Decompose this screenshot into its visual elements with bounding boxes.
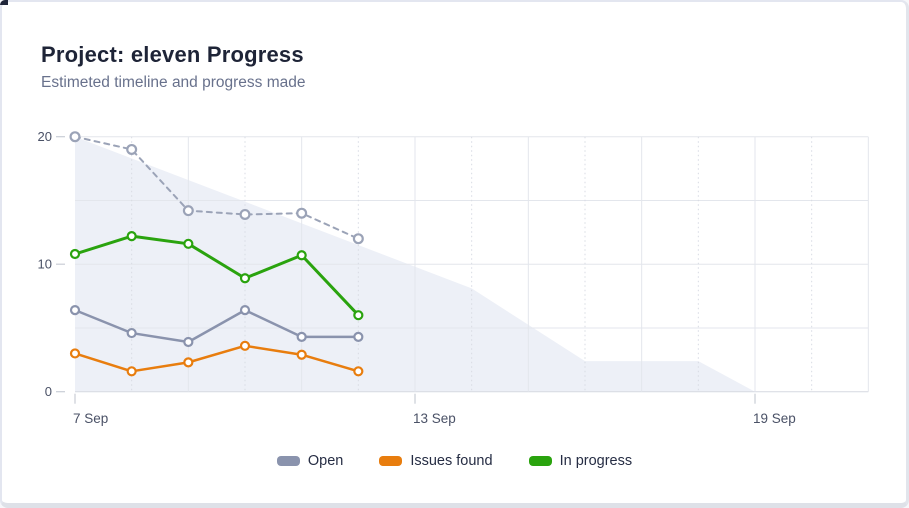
chart-header: Project: eleven Progress Estimeted timel…: [41, 42, 306, 92]
data-point-in_progress-4[interactable]: [296, 250, 307, 261]
legend-item-open[interactable]: Open: [276, 453, 344, 469]
corner-artifact: [0, 0, 8, 5]
series-line-estimated: [74, 135, 360, 240]
data-point-in_progress-5[interactable]: [353, 310, 364, 321]
data-point-open-5[interactable]: [353, 331, 364, 342]
data-point-open-3[interactable]: [239, 305, 251, 316]
data-point-estimated-5[interactable]: [352, 233, 364, 245]
legend-label: Issues found: [410, 453, 493, 469]
legend-label: In progress: [559, 453, 633, 469]
data-point-in_progress-1[interactable]: [126, 231, 137, 242]
page-subtitle: Estimeted timeline and progress made: [41, 74, 306, 91]
page-title: Project: eleven Progress: [41, 42, 304, 67]
legend-item-in_progress[interactable]: In progress: [528, 453, 633, 469]
data-point-issues_found-3[interactable]: [239, 340, 251, 351]
data-point-open-2[interactable]: [183, 336, 194, 348]
data-point-in_progress-0[interactable]: [69, 248, 81, 260]
legend-swatch-in_progress: [528, 456, 552, 466]
data-point-estimated-1[interactable]: [126, 143, 138, 155]
data-point-issues_found-0[interactable]: [69, 348, 81, 359]
y-axis-tick-label: 10: [38, 257, 52, 272]
data-point-issues_found-5[interactable]: [353, 366, 364, 377]
data-point-open-4[interactable]: [296, 331, 307, 342]
legend-swatch-open: [276, 456, 300, 466]
data-point-estimated-3[interactable]: [239, 208, 251, 220]
series-line-in_progress: [73, 234, 360, 317]
data-point-estimated-2[interactable]: [182, 205, 194, 217]
chart-legend: Open Issues found In progress: [0, 448, 909, 474]
data-point-estimated-4[interactable]: [296, 207, 308, 219]
legend-label: Open: [307, 453, 344, 469]
y-axis-tick-label: 20: [38, 129, 52, 144]
data-point-issues_found-4[interactable]: [296, 349, 307, 360]
x-axis-tick-label: 13 Sep: [413, 411, 456, 426]
data-point-open-1[interactable]: [126, 327, 137, 339]
data-point-in_progress-2[interactable]: [183, 238, 194, 249]
data-point-estimated-0[interactable]: [69, 131, 81, 143]
legend-item-issues_found[interactable]: Issues found: [379, 453, 493, 469]
data-point-in_progress-3[interactable]: [239, 273, 251, 284]
series-line-issues_found: [73, 344, 360, 373]
x-axis-tick-label: 7 Sep: [73, 411, 108, 426]
data-point-issues_found-2[interactable]: [183, 357, 194, 368]
x-axis-tick-label: 19 Sep: [753, 411, 796, 426]
legend-swatch-issues_found: [379, 456, 403, 466]
data-point-open-0[interactable]: [69, 305, 81, 316]
series-line-open: [73, 308, 360, 344]
data-point-issues_found-1[interactable]: [126, 366, 137, 377]
y-axis-tick-label: 0: [45, 384, 52, 399]
